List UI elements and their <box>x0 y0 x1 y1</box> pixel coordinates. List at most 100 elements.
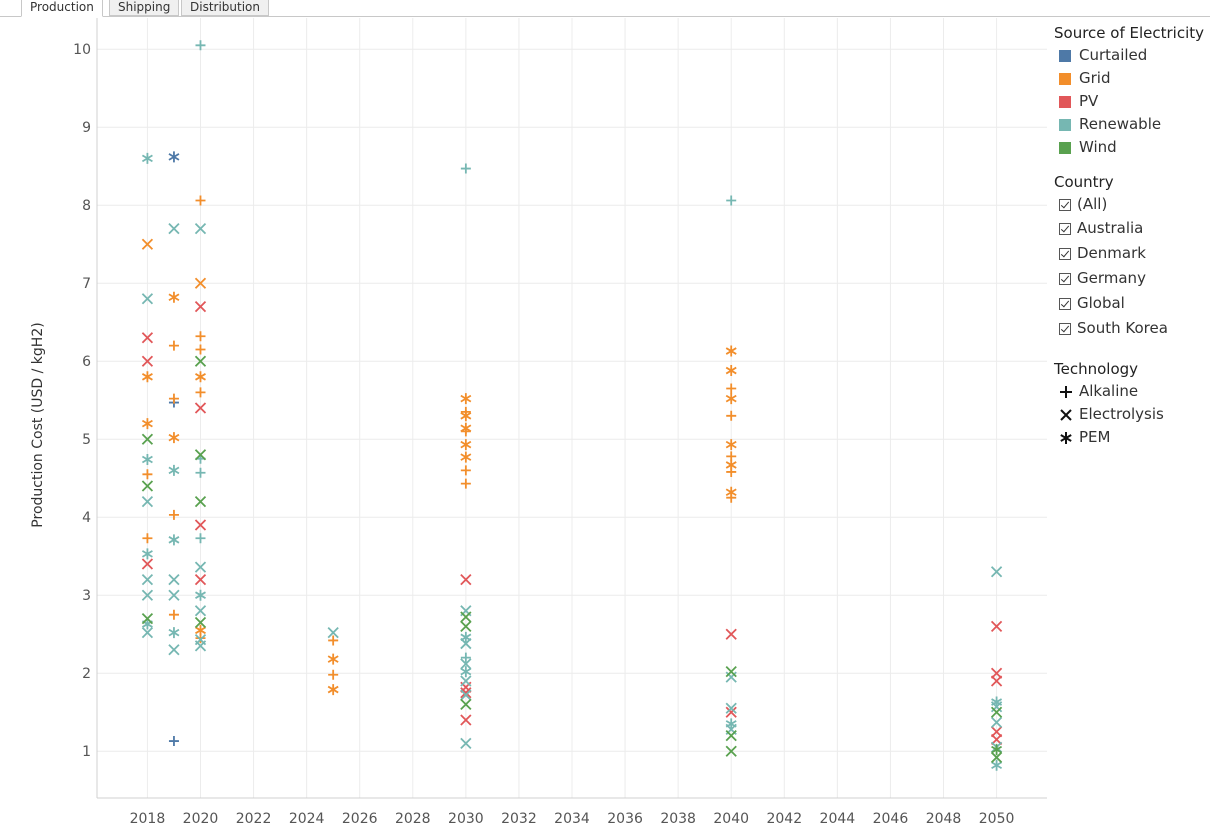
legend-item-electrolysis[interactable]: Electrolysis <box>1054 403 1164 426</box>
legend-technology: Technology Alkaline Electrolysis PEM <box>1054 358 1164 449</box>
data-point-pv-cross <box>194 402 207 414</box>
data-point-grid-asterisk <box>168 291 180 303</box>
legend-label: Alkaline <box>1079 382 1139 400</box>
data-point-renewable-cross <box>141 495 154 508</box>
legend-item-wind[interactable]: Wind <box>1054 136 1204 159</box>
data-point-pv-cross <box>990 675 1003 687</box>
tab-distribution[interactable]: Distribution <box>181 0 270 16</box>
data-point-pv-cross <box>141 558 154 570</box>
data-point-renewable-cross <box>990 716 1003 728</box>
checkbox-global[interactable]: Global <box>1054 291 1168 316</box>
data-point-grid-plus <box>726 492 737 503</box>
data-point-grid-asterisk <box>141 371 153 383</box>
swatch-renewable <box>1059 118 1071 131</box>
data-point-renewable-cross <box>141 293 154 305</box>
checkbox-icon[interactable] <box>1059 198 1071 211</box>
data-point-renewable-cross <box>141 589 154 601</box>
checkbox-label: Denmark <box>1077 244 1146 262</box>
data-point-wind-cross <box>460 620 472 633</box>
y-axis-label: Production Cost (USD / kgH2) <box>30 322 46 527</box>
y-tick-label: 10 <box>73 42 91 58</box>
data-point-grid-plus <box>460 426 471 437</box>
data-point-pv-cross <box>460 687 472 699</box>
data-point-renewable-plus <box>195 40 206 51</box>
data-point-renewable-plus <box>460 652 471 663</box>
data-point-wind-cross <box>194 495 207 508</box>
data-point-grid-plus <box>328 635 339 646</box>
sheet-tab-bar: Production Shipping Distribution <box>0 0 1210 17</box>
scatter-chart: 2018 2020 2022 2024 2026 2028 2030 2032 2034 2036… <box>30 18 1047 827</box>
data-point-wind-cross <box>141 480 154 492</box>
legend-item-pv[interactable]: PV <box>1054 90 1204 113</box>
y-tick-label: 9 <box>82 120 91 136</box>
data-point-grid-plus <box>726 383 737 394</box>
legend-label: Curtailed <box>1079 46 1148 64</box>
legend-item-pem[interactable]: PEM <box>1054 426 1164 449</box>
x-tick-label: 2028 <box>395 811 431 827</box>
data-point-renewable-asterisk <box>460 666 472 678</box>
checkbox-icon[interactable] <box>1059 297 1071 310</box>
x-tick-label: 2026 <box>342 811 378 827</box>
data-point-renewable-cross <box>141 627 154 639</box>
asterisk-icon <box>1060 431 1072 444</box>
legend-source: Source of Electricity Curtailed Grid PV … <box>1054 22 1204 159</box>
axes: 2018 2020 2022 2024 2026 2028 2030 2032 2034 2036… <box>73 18 1047 827</box>
filter-country-title: Country <box>1054 173 1114 191</box>
data-point-renewable-cross <box>168 589 180 601</box>
tab-production[interactable]: Production <box>21 0 103 17</box>
data-point-wind-cross <box>141 433 154 445</box>
data-point-renewable-cross <box>141 573 154 586</box>
data-point-pv-cross <box>141 332 154 344</box>
data-point-grid-asterisk <box>195 371 206 383</box>
data-point-renewable-asterisk <box>141 152 153 164</box>
data-point-pv-cross <box>194 573 207 586</box>
legend-item-renewable[interactable]: Renewable <box>1054 113 1204 136</box>
tab-shipping[interactable]: Shipping <box>109 0 180 16</box>
legend-item-curtailed[interactable]: Curtailed <box>1054 44 1204 67</box>
data-point-grid-asterisk <box>725 345 737 357</box>
checkbox-australia[interactable]: Australia <box>1054 216 1168 241</box>
data-point-grid-cross <box>194 277 207 289</box>
data-point-grid-cross <box>141 238 154 250</box>
data-point-wind-cross <box>194 355 207 367</box>
data-point-renewable-cross <box>460 658 472 670</box>
checkbox-south-korea[interactable]: South Korea <box>1054 316 1168 341</box>
data-point-grid-plus <box>168 509 179 520</box>
data-point-renewable-cross <box>168 222 180 235</box>
checkbox-icon[interactable] <box>1059 222 1071 235</box>
data-point-renewable-cross <box>460 675 472 687</box>
data-point-wind-cross <box>725 666 737 678</box>
data-point-grid-plus <box>195 387 206 398</box>
checkbox-label: Germany <box>1077 269 1146 287</box>
legend-item-alkaline[interactable]: Alkaline <box>1054 380 1164 403</box>
data-point-renewable-plus <box>726 195 737 206</box>
swatch-curtailed <box>1059 49 1071 62</box>
data-point-grid-asterisk <box>725 393 737 405</box>
x-tick-label: 2022 <box>236 811 272 827</box>
data-point-pv-cross <box>460 573 472 586</box>
checkbox-icon[interactable] <box>1059 247 1071 260</box>
data-point-pv-cross <box>141 355 154 367</box>
checkbox-all[interactable]: (All) <box>1054 193 1168 216</box>
data-point-renewable-plus <box>195 533 206 544</box>
legend-item-grid[interactable]: Grid <box>1054 67 1204 90</box>
data-point-renewable-asterisk <box>195 589 206 601</box>
checkbox-germany[interactable]: Germany <box>1054 266 1168 291</box>
plus-icon <box>1060 385 1072 398</box>
x-tick-label: 2044 <box>820 811 856 827</box>
data-point-curtailed-plus <box>168 736 179 747</box>
y-tick-label: 7 <box>82 276 91 292</box>
y-tick-label: 1 <box>82 744 91 760</box>
checkbox-denmark[interactable]: Denmark <box>1054 241 1168 266</box>
data-point-grid-asterisk <box>141 418 153 430</box>
legend-label: Wind <box>1079 138 1117 156</box>
data-point-pv-cross <box>194 519 207 531</box>
data-point-grid-plus <box>142 469 153 480</box>
data-point-grid-plus <box>328 669 339 680</box>
checkbox-icon[interactable] <box>1059 272 1071 285</box>
data-point-wind-cross <box>725 745 737 757</box>
legend-label: Renewable <box>1079 115 1162 133</box>
data-point-grid-asterisk <box>725 365 737 377</box>
checkbox-icon[interactable] <box>1059 322 1071 335</box>
data-point-grid-asterisk <box>168 432 180 444</box>
